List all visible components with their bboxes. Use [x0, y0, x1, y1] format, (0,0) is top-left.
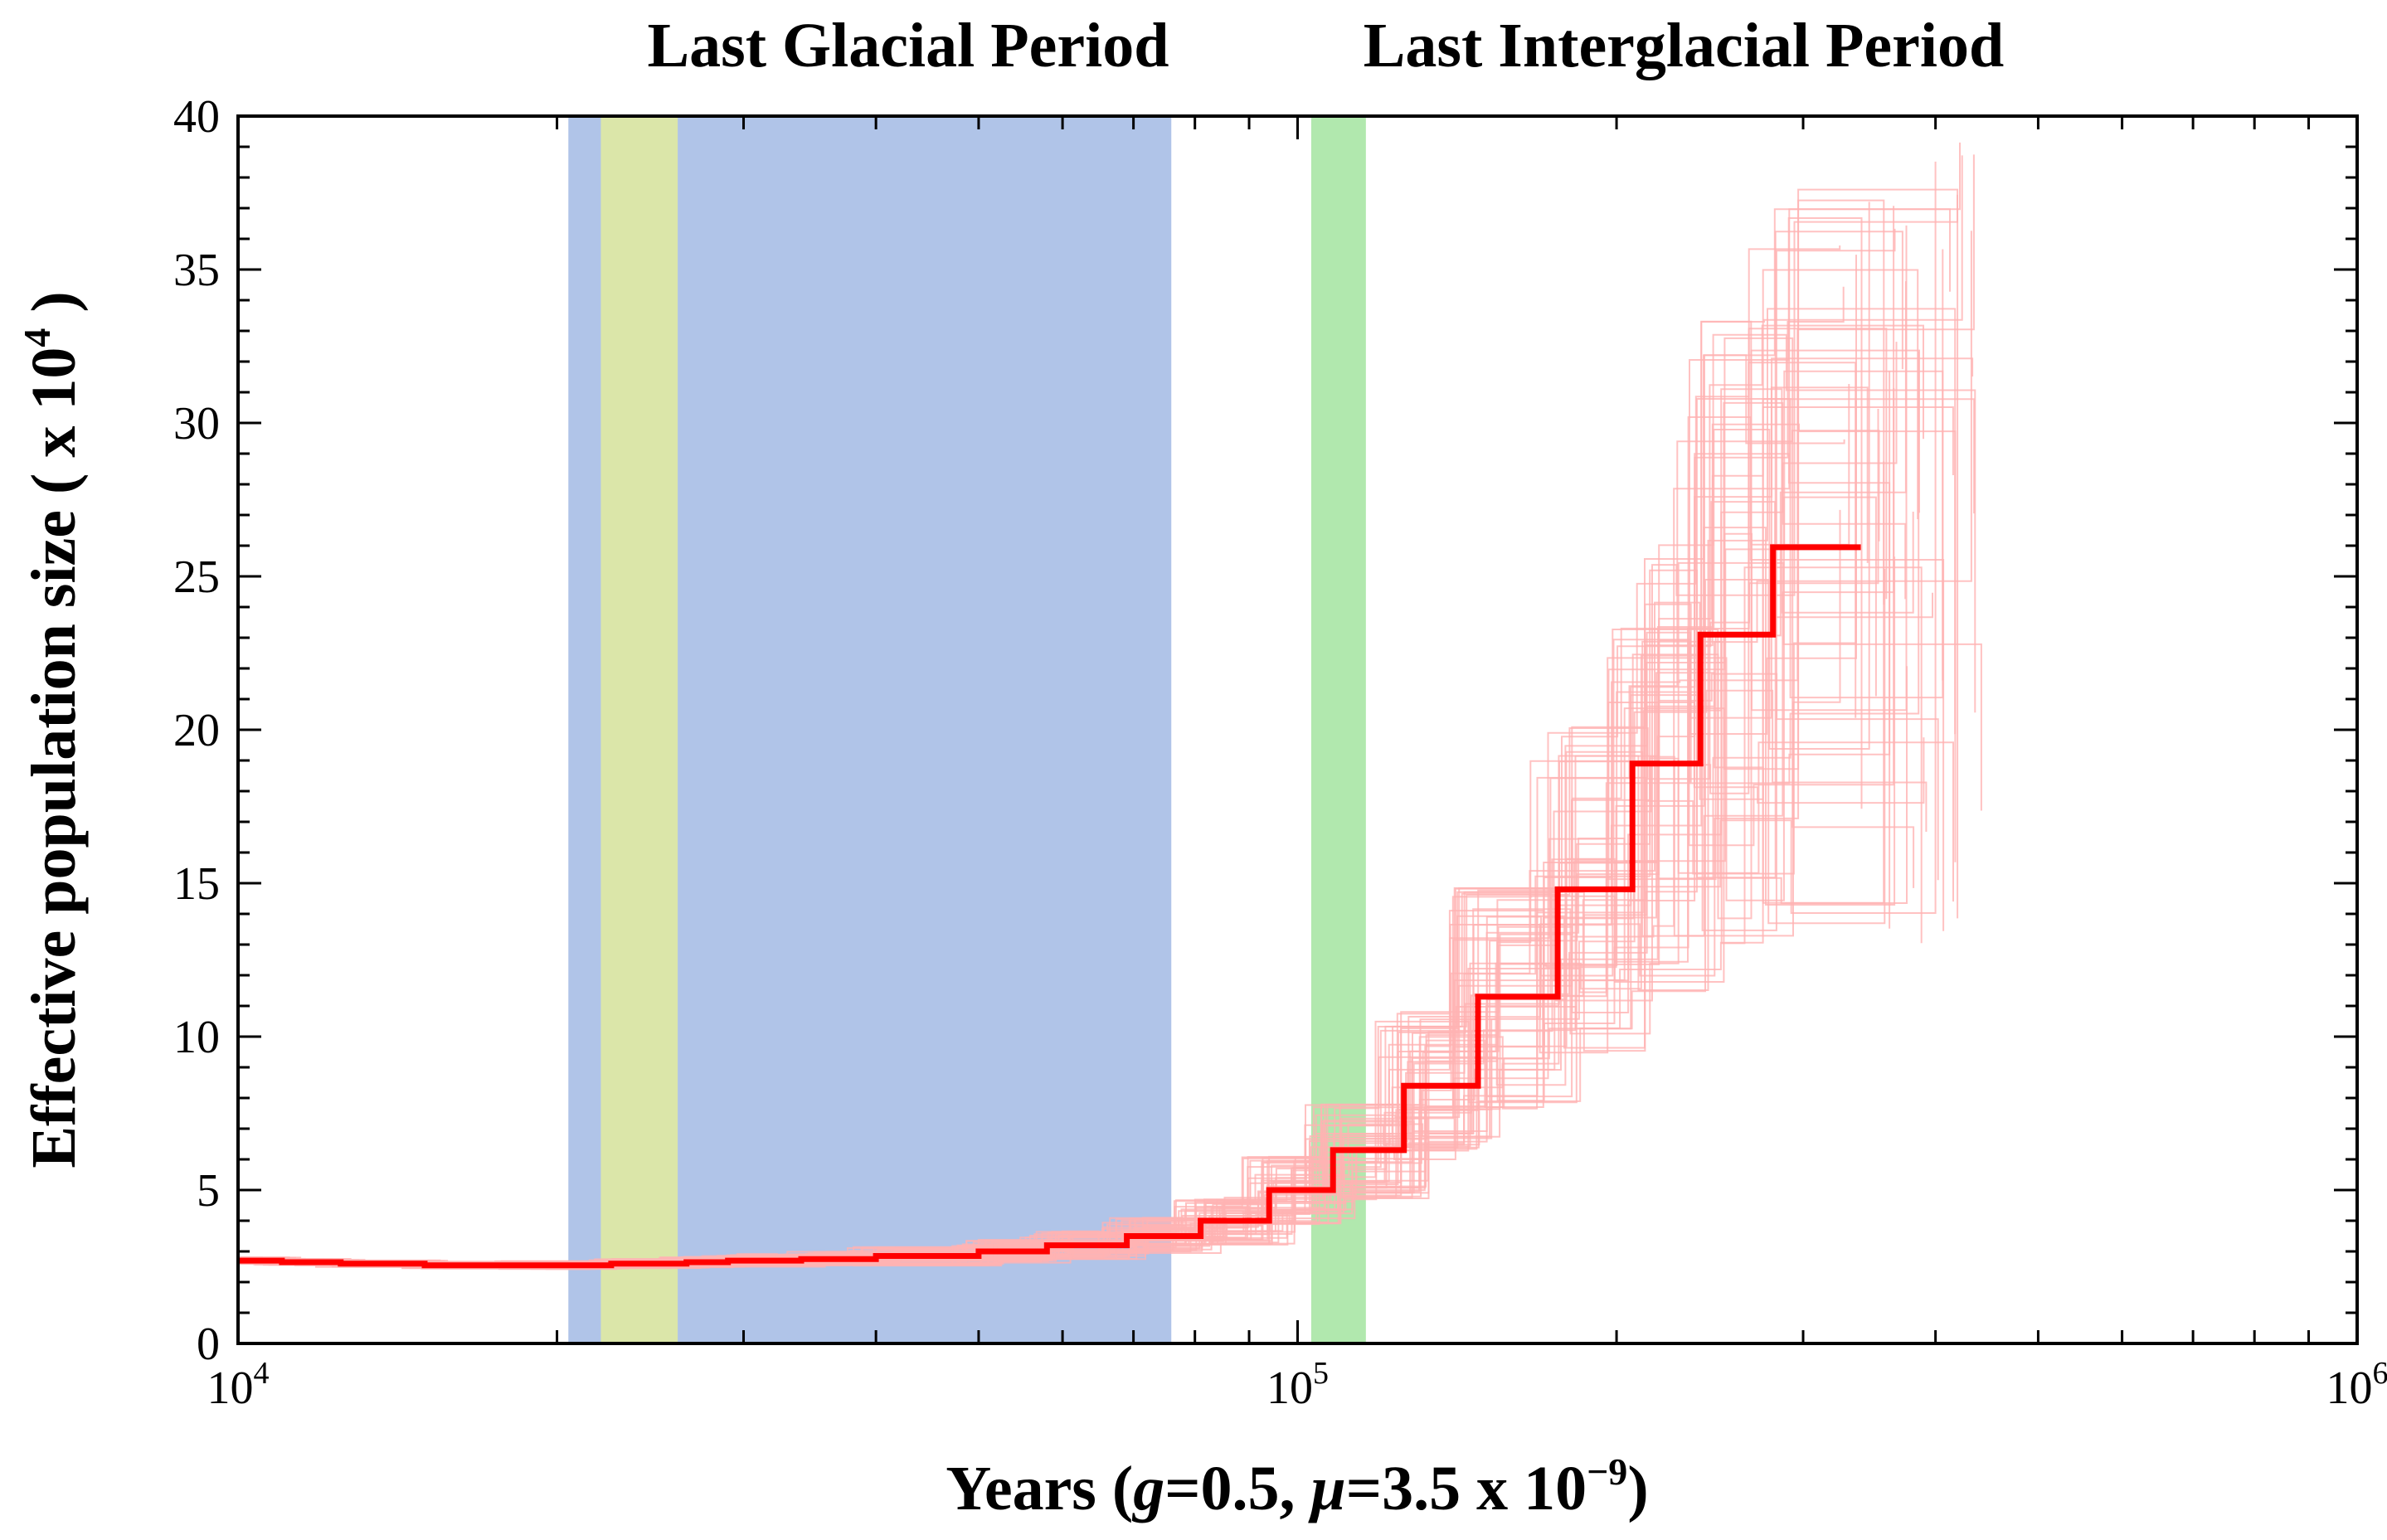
plot-frame	[236, 114, 2359, 1345]
y-tick-label: 5	[197, 1165, 220, 1217]
y-tick-label: 35	[173, 245, 220, 296]
y-tick-label: 0	[197, 1319, 220, 1370]
y-tick-labels: 0 5 10 15 20 25 30 35 40	[173, 91, 220, 1370]
main-estimate-line	[238, 544, 1861, 1269]
climate-bands	[568, 116, 1366, 1343]
y-tick-label: 25	[173, 551, 220, 603]
y-axis-title: Effective population size ( x 104 )	[16, 291, 89, 1168]
band-titles: Last Glacial Period Last Interglacial Per…	[647, 11, 2004, 80]
axis-ticks	[236, 114, 2357, 1345]
x-tick-label: 104	[207, 1356, 270, 1414]
x-axis-title: Years (g=0.5, μ=3.5 x 10−9)	[946, 1450, 1648, 1523]
last-interglacial-title: Last Interglacial Period	[1364, 11, 2005, 80]
lgm-band	[600, 116, 678, 1343]
x-tick-label: 106	[2326, 1356, 2387, 1414]
x-tick-label: 105	[1266, 1356, 1329, 1414]
last-glacial-title: Last Glacial Period	[647, 11, 1169, 80]
y-tick-label: 40	[173, 91, 220, 143]
x-tick-labels: 104 105 106	[207, 1356, 2387, 1414]
y-tick-label: 10	[173, 1012, 220, 1063]
y-tick-label: 15	[173, 858, 220, 910]
y-tick-label: 30	[173, 398, 220, 449]
y-tick-label: 20	[173, 705, 220, 756]
